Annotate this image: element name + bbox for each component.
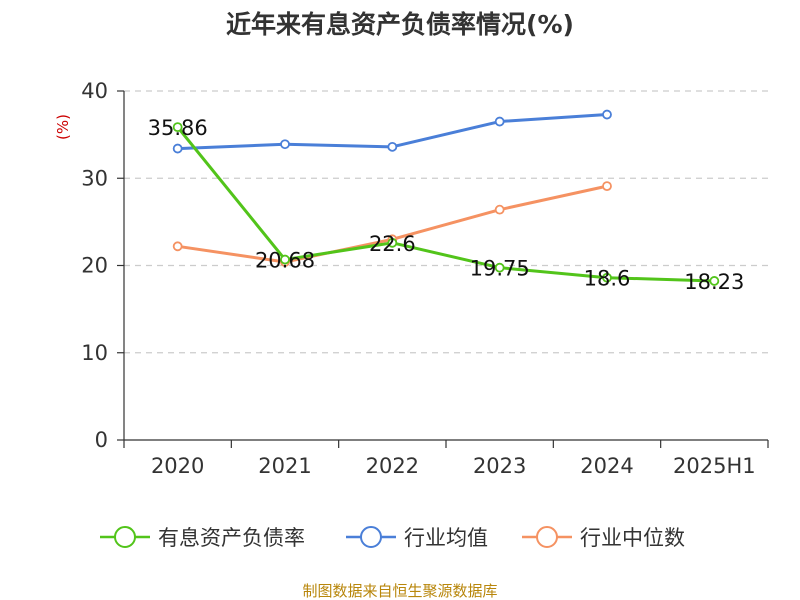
data-point [494,116,505,127]
x-tick-label: 2025H1 [673,454,756,478]
source-note: 制图数据来自恒生聚源数据库 [302,582,497,600]
legend-swatch-marker [114,526,136,548]
y-tick-label: 0 [95,428,108,452]
y-tick-label: 40 [81,79,108,103]
data-label: 20.68 [255,249,315,273]
data-point [602,109,612,120]
y-tick-label: 20 [81,254,108,278]
data-point [602,181,612,192]
data-point [709,276,720,286]
data-label: 18.23 [684,270,744,294]
x-tick-label: 2020 [151,454,204,478]
grid-lines [124,90,768,354]
x-tick-label: 2021 [258,454,311,478]
data-point [172,122,183,133]
data-point [387,237,398,248]
legend-label: 行业中位数 [580,526,685,550]
legend-label: 有息资产负债率 [158,526,305,550]
legend-item[interactable]: 行业中位数 [522,526,685,550]
axes: 0 10 20 30 40 2020 2021 2022 2023 2024 2025H1 [81,79,769,478]
legend-swatch-marker [536,526,558,548]
series-line [176,126,715,283]
chart-title: 近年来有息资产负债率情况(%) [226,10,574,39]
data-point [494,262,505,273]
legend-item[interactable]: 有息资产负债率 [100,526,305,550]
data-label: 19.75 [470,257,530,281]
x-tick-label: 2022 [366,454,419,478]
series-layer [172,109,720,286]
x-tick-label: 2023 [473,454,526,478]
legend[interactable]: 有息资产负债率 行业均值 行业中位数 [100,526,685,550]
x-tick-label: 2024 [580,454,633,478]
data-label: 35.86 [148,116,208,140]
data-point [602,272,612,283]
y-axis-unit: (%) [54,114,72,140]
data-point [172,143,183,154]
data-point [494,204,505,215]
y-tick-label: 30 [81,166,108,190]
y-tick-label: 10 [81,341,108,365]
legend-label: 行业均值 [404,526,488,550]
legend-item[interactable]: 行业均值 [346,526,488,550]
data-point [387,141,398,152]
data-labels: 35.86 20.68 22.6 19.75 18.6 18.23 [148,116,745,294]
data-label: 18.6 [584,267,631,291]
data-label: 22.6 [369,232,416,256]
legend-swatch-marker [360,526,382,548]
data-point [172,241,183,252]
data-point [280,139,290,150]
data-point [280,254,290,265]
